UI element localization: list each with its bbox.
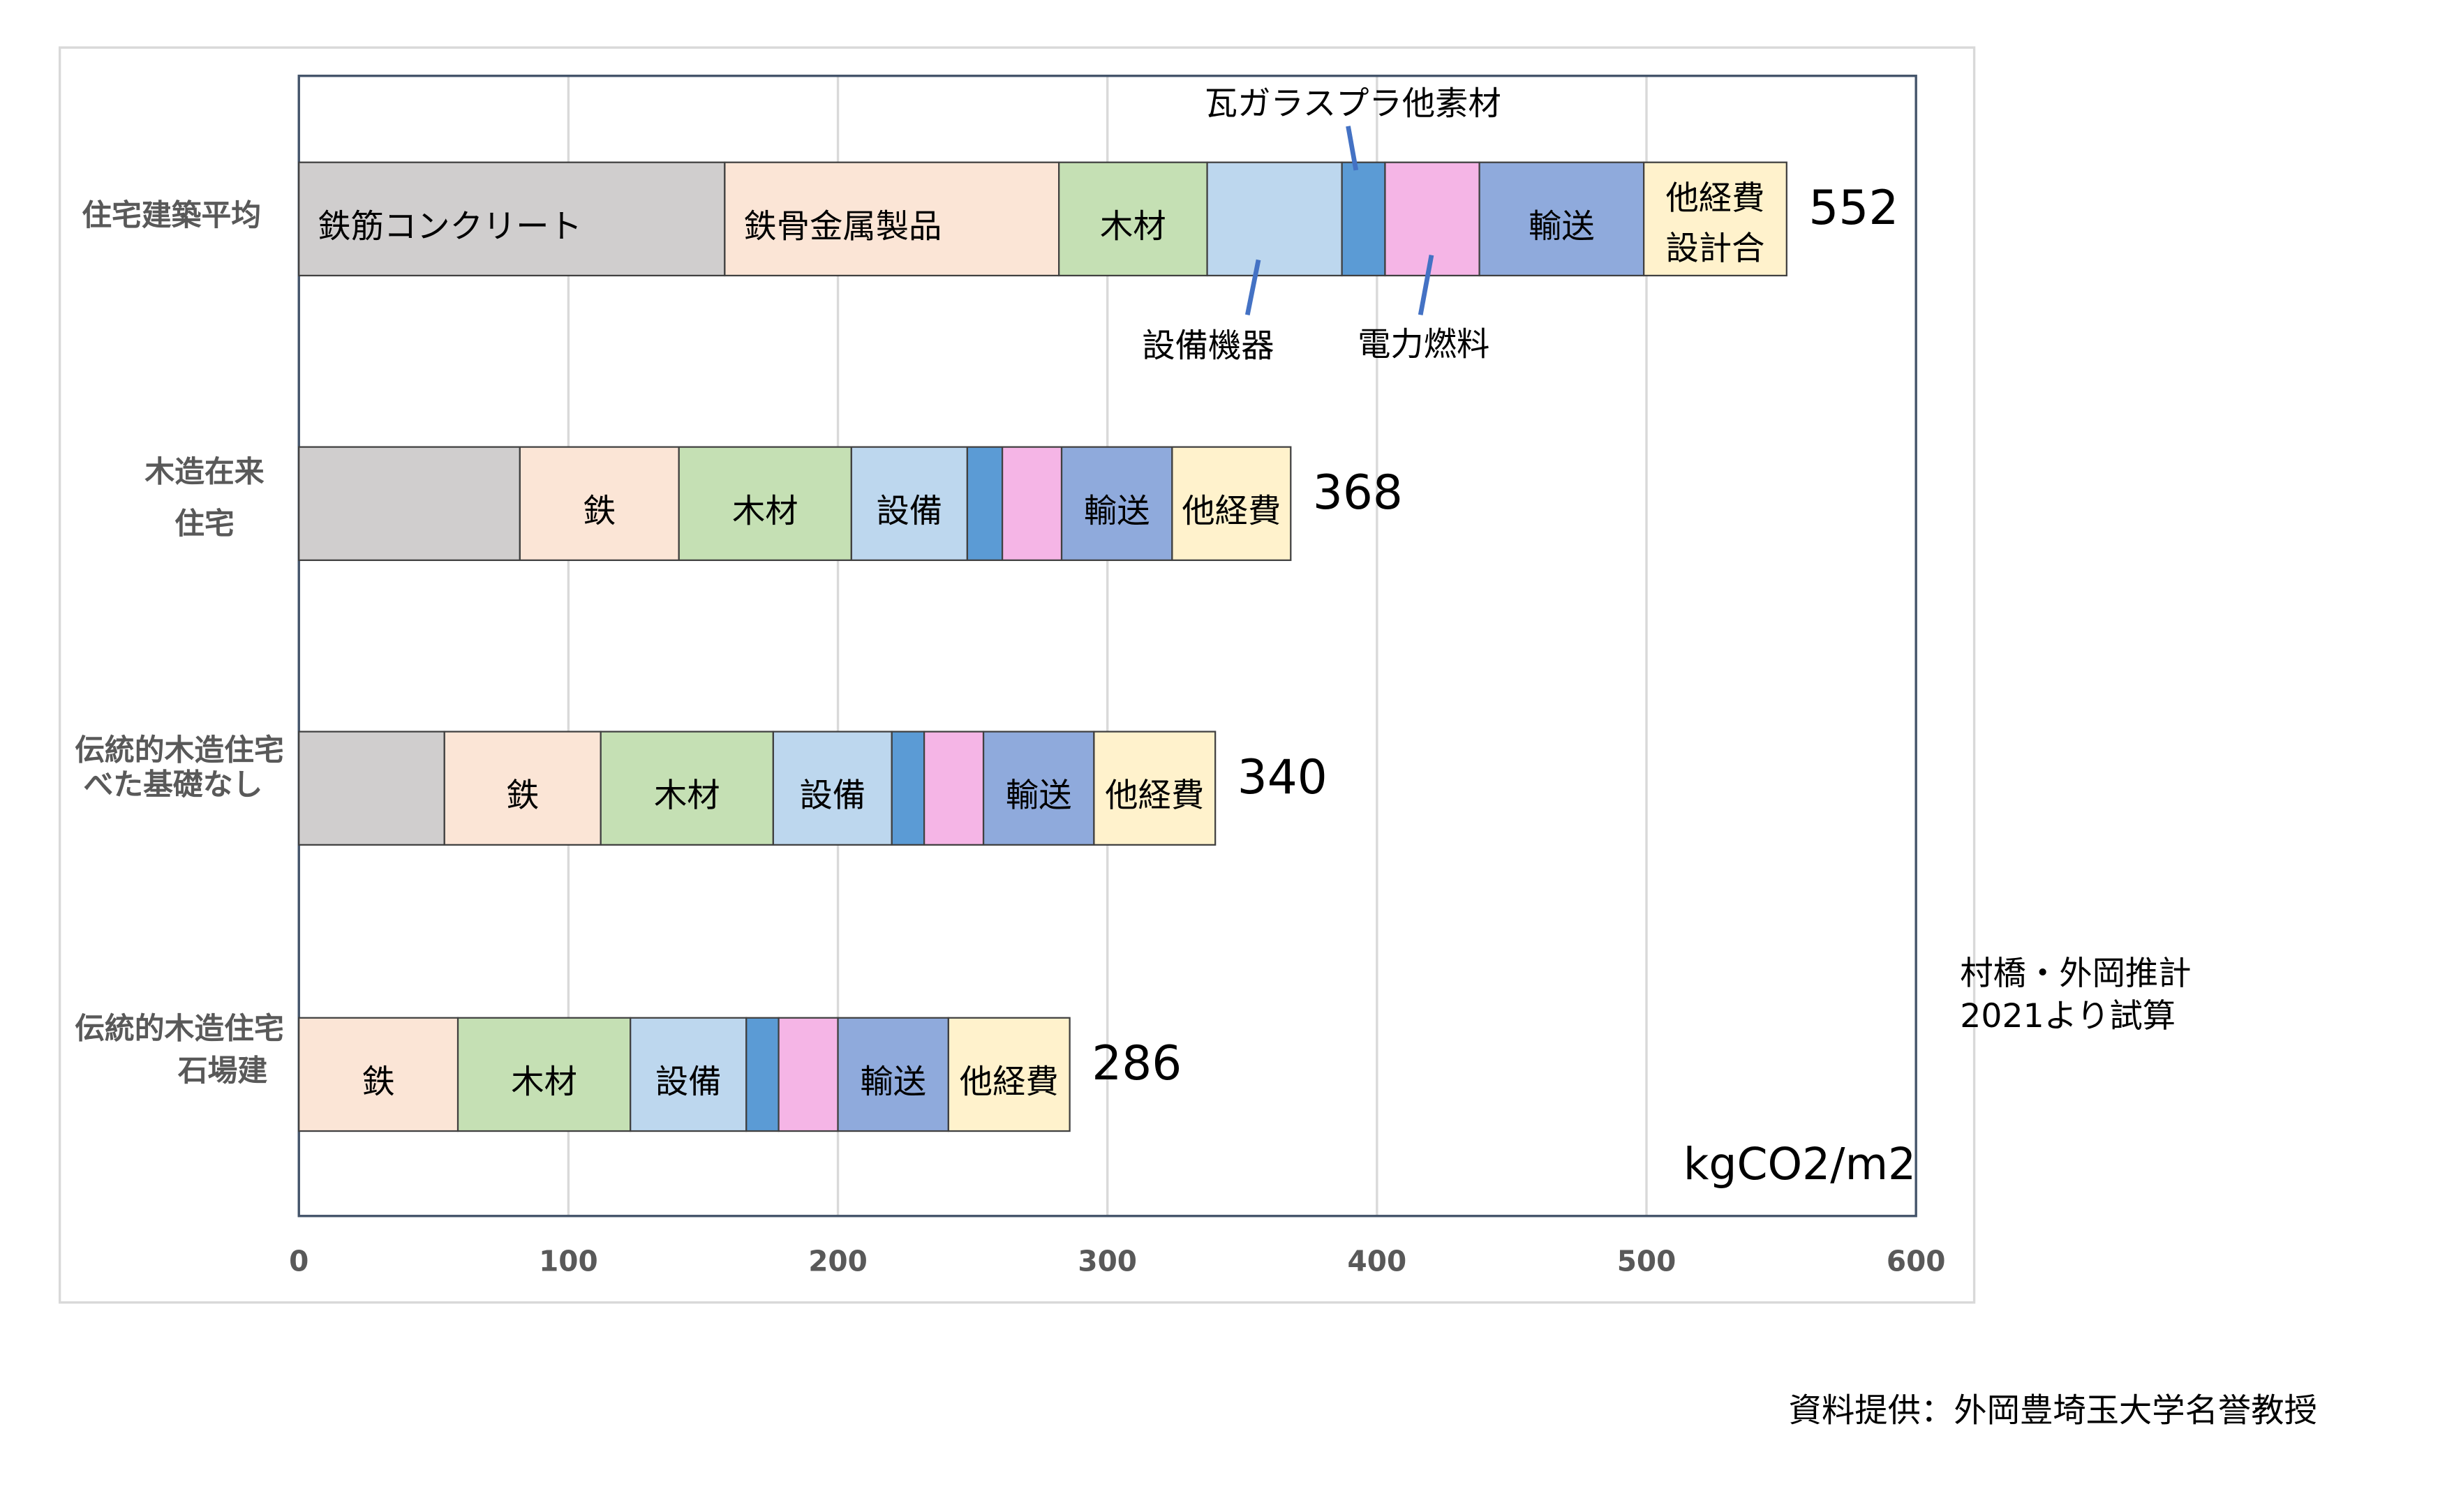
total-label: 286	[1092, 1035, 1182, 1091]
note: 村橋・外岡推計	[1960, 955, 2191, 993]
callout-line	[1346, 126, 1359, 171]
bar-segment	[298, 1017, 459, 1132]
bar-segment	[1093, 731, 1217, 846]
unit-label: kgCO2/m2	[1683, 1138, 1916, 1190]
segment-label: 木材	[1100, 207, 1166, 246]
segment-label: 木材	[654, 777, 720, 815]
plot-area	[297, 75, 1917, 1218]
segment-label: 他経費	[960, 1063, 1059, 1101]
segment-label: 木材	[732, 492, 798, 530]
bar-segment	[947, 1017, 1071, 1132]
bar-segment	[724, 161, 1060, 277]
bar-segment	[519, 446, 680, 562]
category-label: べた基礎なし	[83, 768, 262, 802]
segment-label: 設備	[655, 1063, 722, 1101]
segment-label: 木材	[511, 1063, 577, 1101]
bar-segment	[772, 731, 893, 846]
segment-label: 設備	[877, 492, 943, 530]
bar-segment	[837, 1017, 950, 1132]
category-label: 伝統的木造住宅	[75, 733, 284, 768]
bar-segment	[678, 446, 852, 562]
bar-segment	[966, 446, 1004, 562]
segment-label: 輸送	[1529, 207, 1595, 246]
segment-label: 鉄	[506, 777, 539, 815]
bar-segment	[923, 731, 985, 846]
x-tick-label: 600	[1887, 1244, 1946, 1278]
bar-segment	[1001, 446, 1063, 562]
bar-segment	[891, 731, 925, 846]
segment-label: 鉄	[362, 1063, 394, 1101]
x-tick-label: 0	[289, 1244, 308, 1278]
segment-label: 鉄骨金属製品	[743, 207, 942, 246]
bar-segment	[298, 446, 521, 562]
segment-label: 輸送	[1006, 777, 1072, 815]
x-tick-label: 300	[1078, 1244, 1137, 1278]
note: 2021より試算	[1960, 997, 2176, 1035]
bar-segment	[1206, 161, 1343, 277]
segment-label: 鉄	[583, 492, 616, 530]
total-label: 368	[1313, 465, 1403, 520]
segment-label: 瓦ガラスプラ他素材	[1205, 85, 1501, 123]
category-label: 石場建	[178, 1054, 268, 1088]
segment-label: 輸送	[860, 1063, 926, 1101]
bar-segment	[850, 446, 969, 562]
category-label: 木造在来	[144, 454, 264, 489]
x-tick-label: 400	[1348, 1244, 1407, 1278]
category-label: 住宅	[174, 507, 235, 541]
source: 資料提供：外岡豊埼玉大学名誉教授	[1789, 1391, 2317, 1430]
total-label: 340	[1237, 749, 1328, 804]
segment-label: 設備機器	[1142, 327, 1274, 366]
bar-segment	[298, 161, 726, 277]
segment-label: 輸送	[1084, 492, 1150, 530]
x-tick-label: 100	[539, 1244, 598, 1278]
category-label: 住宅建築平均	[82, 198, 261, 233]
callout-line	[1244, 259, 1261, 315]
bar-segment	[1643, 161, 1787, 277]
segment-label: 設備	[799, 777, 865, 815]
segment-label: 設計合	[1665, 230, 1764, 268]
segment-label: 他経費	[1105, 777, 1204, 815]
segment-label: 鉄筋コンクリート	[318, 207, 582, 246]
total-label: 552	[1808, 180, 1898, 235]
bar-segment	[1171, 446, 1292, 562]
segment-label: 他経費	[1182, 492, 1281, 530]
bar-segment	[630, 1017, 748, 1132]
segment-label: 電力燃料	[1358, 325, 1489, 364]
x-tick-label: 200	[808, 1244, 868, 1278]
callout-line	[1418, 255, 1434, 315]
bar-segment	[298, 731, 445, 846]
bar-segment	[600, 731, 774, 846]
category-label: 伝統的木造住宅	[75, 1011, 284, 1046]
bar-segment	[745, 1017, 780, 1132]
bar-segment	[456, 1017, 632, 1132]
bar-segment	[778, 1017, 839, 1132]
bar-segment	[982, 731, 1095, 846]
segment-label: 他経費	[1665, 179, 1764, 218]
bar-segment	[1341, 161, 1386, 277]
bar-segment	[443, 731, 602, 846]
x-tick-label: 500	[1617, 1244, 1676, 1278]
bar-segment	[1478, 161, 1645, 277]
